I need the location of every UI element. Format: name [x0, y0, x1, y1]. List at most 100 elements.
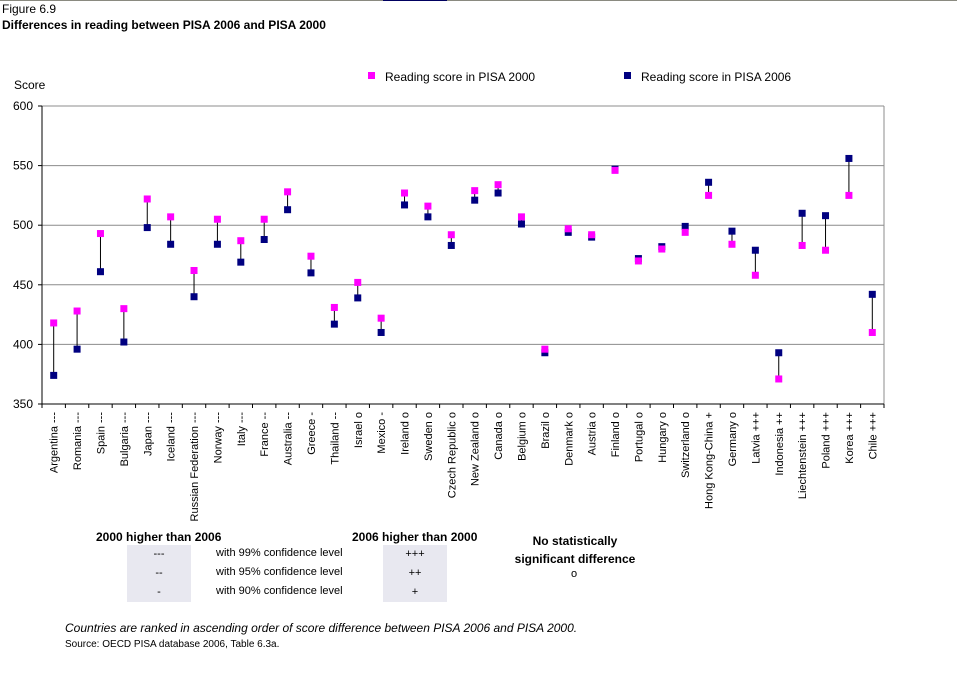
ranking-note: Countries are ranked in ascending order … — [65, 621, 578, 635]
marker-pisa-2000 — [96, 230, 104, 238]
marker-pisa-2000 — [634, 257, 642, 265]
x-category-label: Latvia +++ — [750, 412, 762, 464]
marker-pisa-2000 — [167, 213, 175, 221]
x-category-label: Mexico - — [376, 412, 388, 454]
x-category-label: Bulgaria --- — [119, 412, 131, 467]
confidence-label-99: with 99% confidence level — [216, 547, 343, 559]
x-category-label: Italy --- — [236, 412, 248, 447]
marker-pisa-2000 — [588, 231, 596, 239]
marker-pisa-2000 — [284, 188, 292, 196]
x-category-label: Greece - — [306, 412, 318, 455]
marker-pisa-2000 — [681, 228, 689, 236]
marker-pisa-2000 — [377, 314, 385, 322]
x-category-label: Switzerland o — [680, 412, 692, 478]
y-tick-label: 600 — [13, 99, 33, 113]
x-category-label: Russian Federation --- — [189, 412, 201, 522]
marker-pisa-2006 — [845, 154, 853, 162]
x-category-label: Korea +++ — [844, 412, 856, 464]
marker-pisa-2006 — [541, 349, 549, 357]
x-category-label: Belgium o — [516, 412, 528, 461]
marker-pisa-2000 — [120, 305, 128, 313]
marker-pisa-2000 — [494, 181, 502, 189]
y-tick-label: 500 — [13, 218, 33, 232]
legend-swatch-2006 — [624, 72, 631, 79]
x-category-label: Norway --- — [212, 412, 224, 464]
marker-pisa-2000 — [705, 191, 713, 199]
x-category-label: Germany o — [727, 412, 739, 466]
x-category-label: Thailand -- — [329, 412, 341, 465]
marker-pisa-2000 — [143, 195, 151, 203]
marker-pisa-2000 — [517, 213, 525, 221]
marker-pisa-2006 — [471, 196, 479, 204]
marker-pisa-2006 — [377, 328, 385, 336]
marker-pisa-2000 — [798, 241, 806, 249]
header-no-significant-difference: No statistically significant difference — [500, 532, 650, 568]
nsd-line-1: No statistically — [532, 534, 618, 548]
x-category-label: Liechtenstein +++ — [797, 412, 809, 499]
chart: 350 400 450 500 550 600 Argentina --- Romania -… — [13, 99, 885, 522]
x-category-label: Iceland --- — [166, 412, 178, 462]
x-category-label: Portugal o — [633, 412, 645, 462]
marker-pisa-2006 — [681, 222, 689, 230]
source-note: Source: OECD PISA database 2006, Table 6… — [65, 639, 280, 650]
y-tick-label: 400 — [13, 337, 33, 351]
legend-label-2000: Reading score in PISA 2000 — [385, 70, 536, 84]
marker-pisa-2006 — [143, 224, 151, 232]
header-2000-higher: 2000 higher than 2006 — [96, 530, 222, 544]
marker-pisa-2006 — [237, 258, 245, 266]
marker-pisa-2000 — [541, 345, 549, 353]
marker-pisa-2006 — [705, 178, 713, 186]
marker-pisa-2006 — [307, 269, 315, 277]
minus-symbol-99: --- — [153, 548, 165, 560]
y-tick-label: 450 — [13, 278, 33, 292]
marker-pisa-2000 — [401, 189, 409, 197]
x-category-label: Spain --- — [95, 412, 107, 455]
legend-label-2006: Reading score in PISA 2006 — [641, 70, 792, 84]
marker-pisa-2000 — [868, 328, 876, 336]
legend-item-2000: Reading score in PISA 2000 — [368, 70, 535, 84]
marker-pisa-2006 — [494, 189, 502, 197]
marker-pisa-2000 — [354, 278, 362, 286]
marker-pisa-2006 — [564, 228, 572, 236]
top-accent — [383, 0, 447, 1]
top-border — [0, 0, 957, 1]
x-category-label: Sweden o — [423, 412, 435, 461]
marker-pisa-2000 — [775, 375, 783, 383]
marker-pisa-2000 — [330, 303, 338, 311]
plus-symbol-90: + — [411, 586, 419, 598]
marker-pisa-2000 — [307, 252, 315, 260]
x-category-label: Finland o — [610, 412, 622, 457]
marker-pisa-2000 — [213, 215, 221, 223]
x-category-label: Australia -- — [283, 412, 295, 466]
marker-pisa-2000 — [611, 166, 619, 174]
marker-pisa-2006 — [190, 293, 198, 301]
plus-symbol-99: +++ — [405, 548, 425, 560]
marker-pisa-2006 — [213, 240, 221, 248]
marker-pisa-2006 — [284, 206, 292, 214]
x-category-label: Austria o — [587, 412, 599, 455]
marker-pisa-2000 — [658, 245, 666, 253]
minus-symbol-95: -- — [155, 567, 163, 579]
marker-pisa-2006 — [96, 268, 104, 276]
y-axis-label: Score — [14, 78, 46, 92]
marker-pisa-2000 — [237, 237, 245, 245]
confidence-label-90: with 90% confidence level — [216, 585, 343, 597]
legend-item-2006: Reading score in PISA 2006 — [624, 70, 791, 84]
minus-symbols-box — [127, 545, 191, 602]
marker-pisa-2006 — [751, 246, 759, 254]
x-category-label: New Zealand o — [470, 412, 482, 486]
marker-pisa-2000 — [471, 187, 479, 195]
confidence-label-95: with 95% confidence level — [216, 566, 343, 578]
marker-pisa-2000 — [50, 319, 58, 327]
plus-symbol-95: ++ — [408, 567, 422, 579]
marker-pisa-2006 — [775, 349, 783, 357]
x-category-label: Hong Kong-China + — [704, 412, 716, 509]
marker-pisa-2000 — [564, 225, 572, 233]
marker-pisa-2000 — [447, 231, 455, 239]
marker-pisa-2000 — [751, 271, 759, 279]
header-2006-higher: 2006 higher than 2000 — [352, 530, 478, 544]
x-category-label: Brazil o — [540, 412, 552, 449]
x-category-label: Japan --- — [142, 412, 154, 456]
x-category-label: Poland +++ — [821, 412, 833, 469]
marker-pisa-2000 — [190, 266, 198, 274]
